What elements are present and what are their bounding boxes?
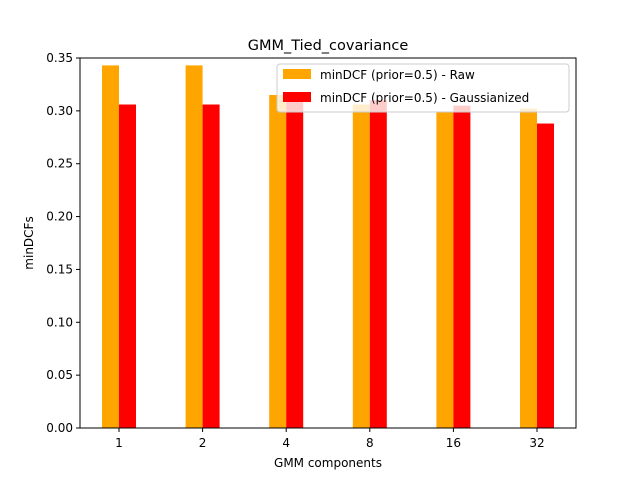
legend-frame: [276, 63, 570, 113]
legend-swatch-gaussianized: [283, 92, 311, 102]
bar-raw-16: [436, 111, 454, 428]
x-tick-label: 16: [446, 436, 461, 450]
y-tick-label: 0.15: [46, 262, 73, 276]
y-axis-label: minDCFs: [22, 216, 36, 269]
bar-gaussianized-2: [202, 104, 220, 428]
bar-gaussianized-16: [453, 105, 471, 428]
y-axis-ticks: 0.00 0.05 0.10 0.15 0.20 0.25 0.30 0.35: [46, 51, 80, 435]
plot-frame: [79, 57, 577, 429]
x-axis-ticks: 1 2 4 8 16 32: [115, 428, 545, 450]
bars-layer: [102, 65, 554, 429]
x-tick-label: 32: [529, 436, 544, 450]
y-tick-label: 0.10: [46, 315, 73, 329]
chart-title: GMM_Tied_covariance: [248, 38, 409, 54]
legend: minDCF (prior=0.5) - Raw minDCF (prior=0…: [276, 63, 570, 113]
y-tick-label: 0.05: [46, 368, 73, 382]
x-axis-label: GMM components: [274, 456, 382, 470]
y-tick-label: 0.20: [46, 210, 73, 224]
legend-label-raw: minDCF (prior=0.5) - Raw: [320, 68, 475, 82]
x-tick-label: 4: [282, 436, 290, 450]
legend-label-gaussianized: minDCF (prior=0.5) - Gaussianized: [320, 91, 529, 105]
y-tick-label: 0.30: [46, 104, 73, 118]
bar-raw-4: [269, 95, 287, 428]
bar-gaussianized-1: [119, 104, 136, 428]
bar-raw-8: [352, 104, 370, 428]
x-tick-label: 1: [115, 436, 123, 450]
x-tick-label: 8: [366, 436, 374, 450]
y-tick-label: 0.00: [46, 421, 73, 435]
bar-gaussianized-8: [369, 100, 387, 428]
y-tick-label: 0.25: [46, 157, 73, 171]
bar-raw-32: [520, 108, 537, 429]
bar-gaussianized-32: [537, 123, 554, 428]
legend-swatch-raw: [283, 69, 311, 79]
y-tick-label: 0.35: [46, 51, 73, 65]
bar-gaussianized-4: [286, 100, 304, 428]
bar-raw-1: [102, 65, 119, 429]
x-tick-label: 2: [199, 436, 207, 450]
bar-raw-2: [185, 65, 203, 429]
